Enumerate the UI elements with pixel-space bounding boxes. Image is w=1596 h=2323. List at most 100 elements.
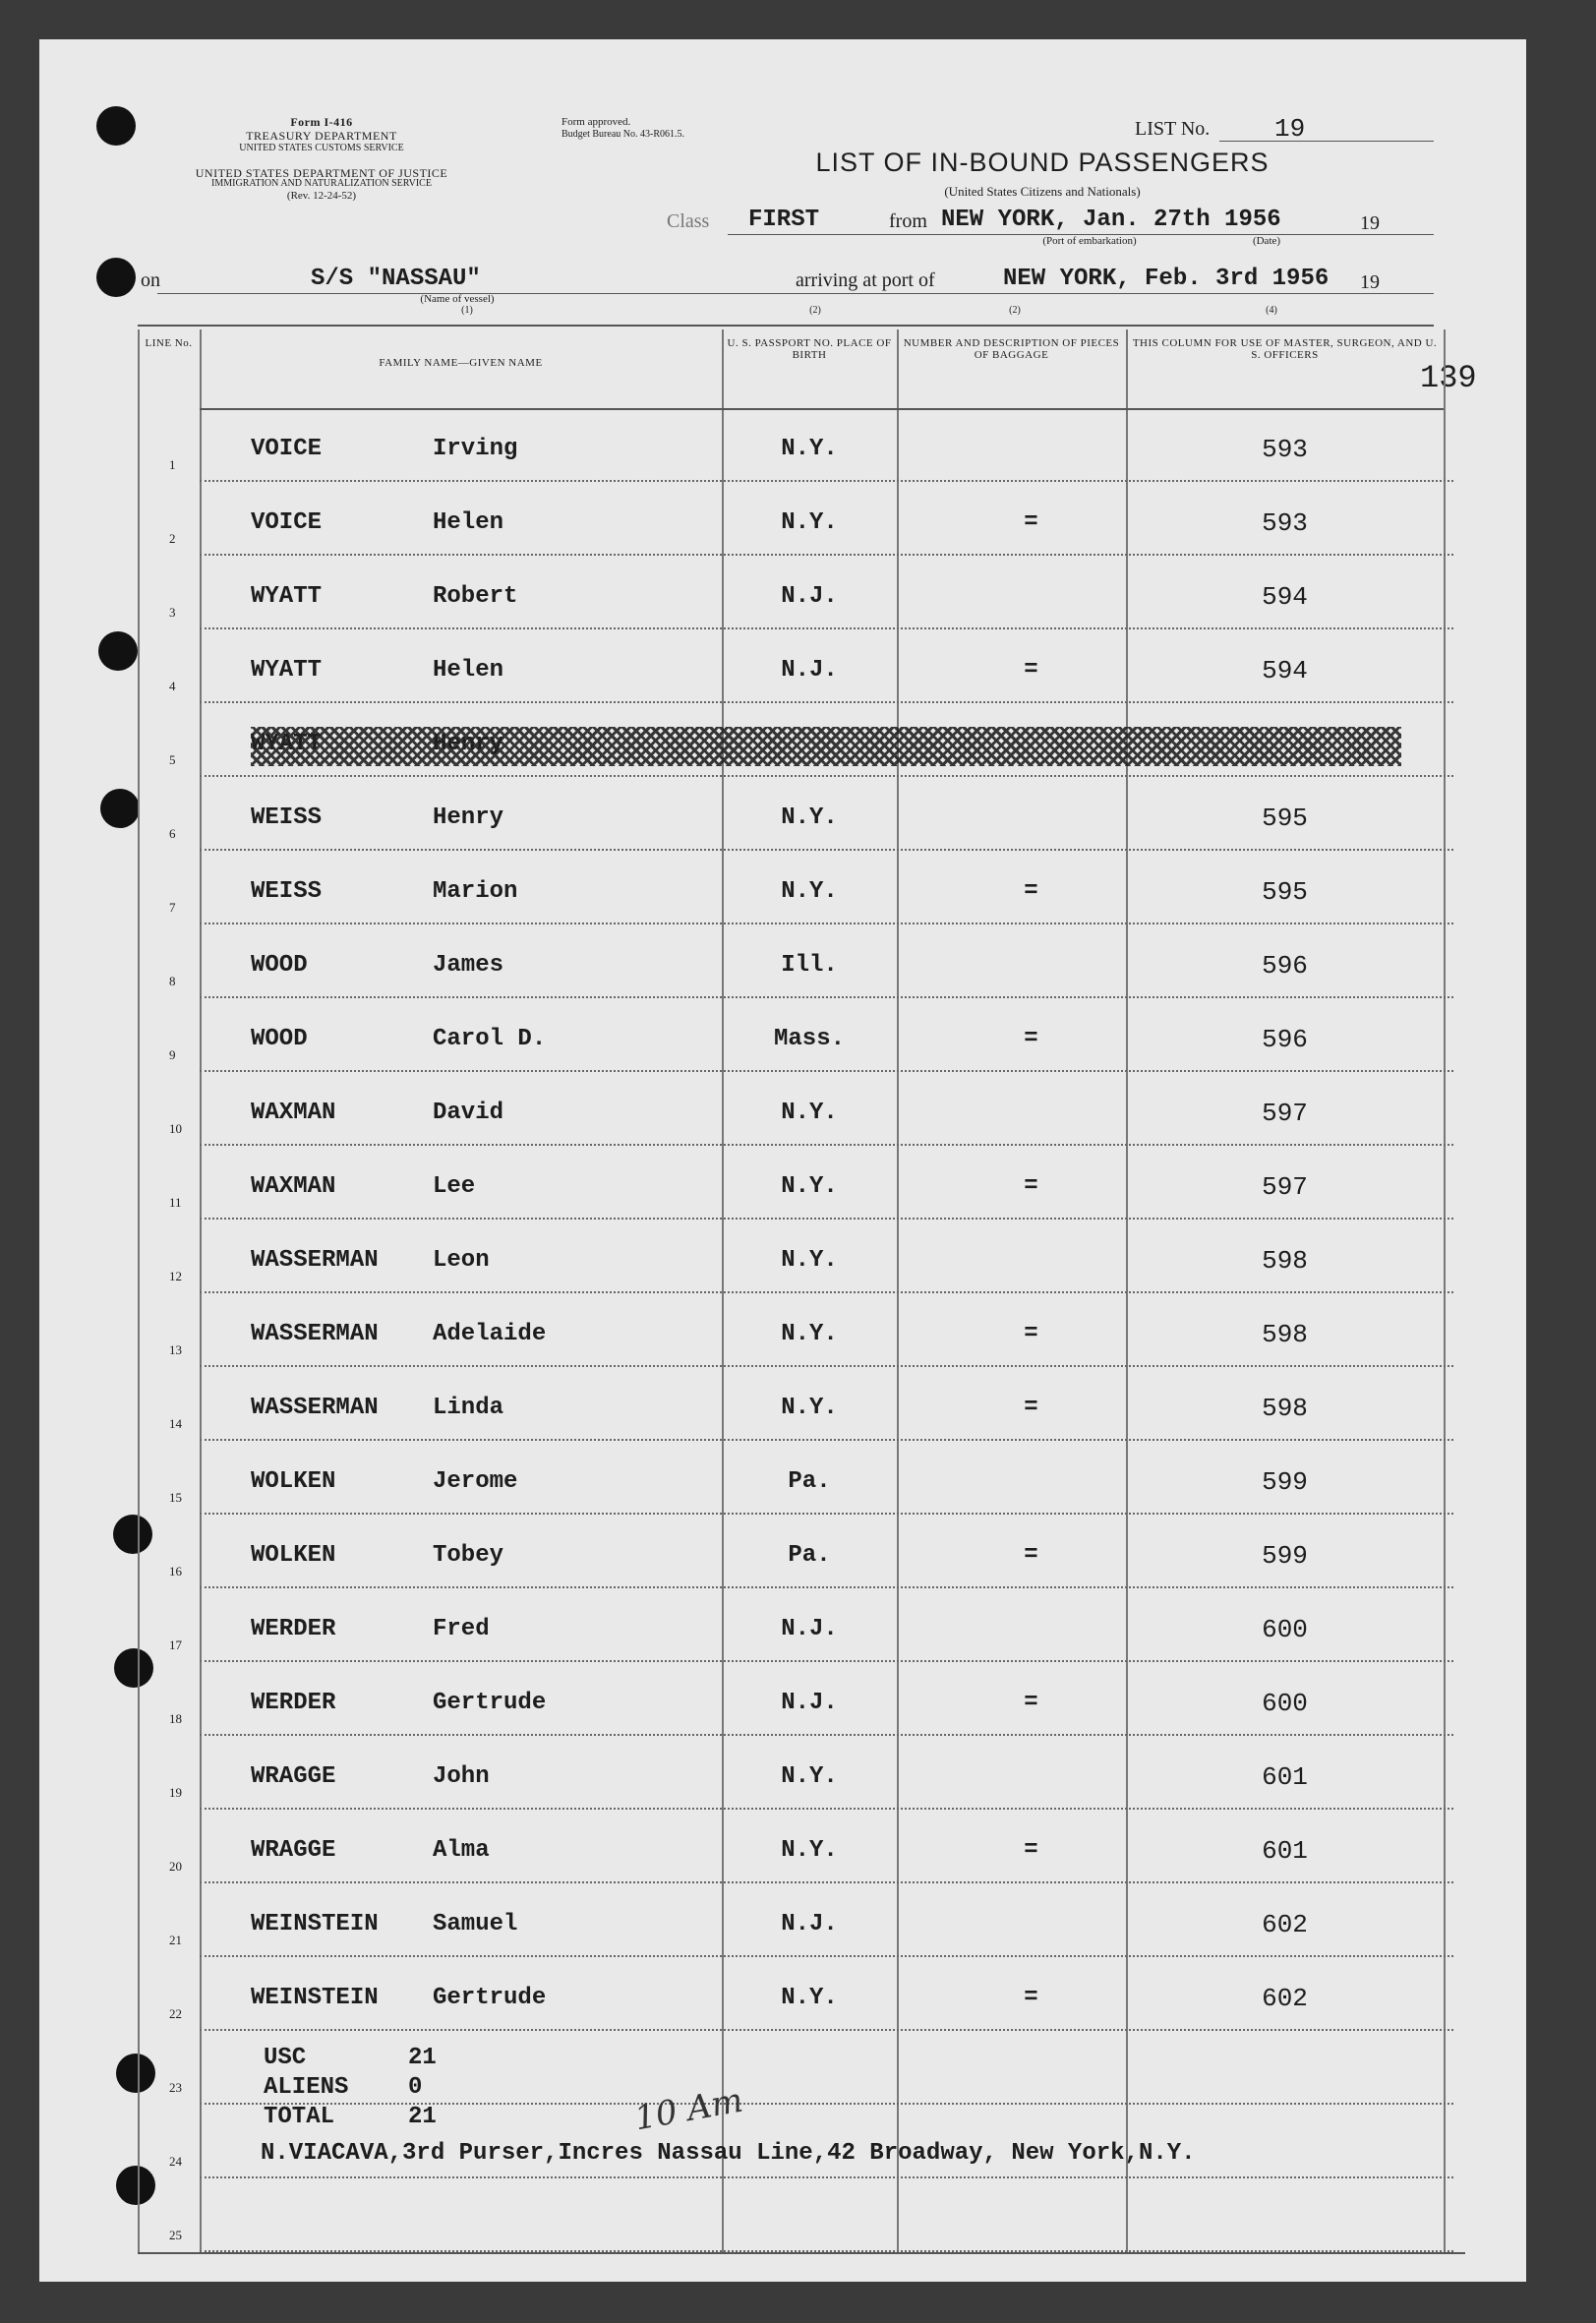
given-name: Tobey <box>433 1542 504 1569</box>
baggage: = <box>1024 1321 1038 1347</box>
place-of-birth: N.Y. <box>781 1763 838 1790</box>
service: UNITED STATES CUSTOMS SERVICE <box>239 143 404 153</box>
place-of-birth: Ill. <box>781 952 838 979</box>
place-of-birth: N.Y. <box>781 1837 838 1864</box>
punch-hole <box>96 106 136 146</box>
row-rule <box>200 1955 1453 1957</box>
given-name: Henry <box>433 804 504 831</box>
row-rule <box>200 775 1453 777</box>
given-name: Gertrude <box>433 1985 547 2011</box>
line-number: 24 <box>169 2154 182 2169</box>
baggage: = <box>1024 1690 1038 1716</box>
line-number: 8 <box>169 974 176 988</box>
place-of-birth: N.J. <box>781 583 838 610</box>
row-rule <box>200 480 1453 482</box>
family-name: WEISS <box>251 804 323 831</box>
department: UNITED STATES DEPARTMENT OF JUSTICE <box>195 166 448 180</box>
place-of-birth: Pa. <box>788 1542 831 1569</box>
caption: (2) <box>809 305 821 316</box>
line-number: 5 <box>169 752 176 767</box>
form-id: Form I-416 <box>290 115 353 129</box>
given-name: Gertrude <box>433 1690 547 1716</box>
baggage: = <box>1024 1837 1038 1864</box>
officer-number: 599 <box>1262 1541 1308 1571</box>
officer-number: 601 <box>1262 1762 1308 1792</box>
punch-hole <box>116 2166 155 2205</box>
officer-number: 597 <box>1262 1172 1308 1202</box>
baggage: = <box>1024 1542 1038 1569</box>
given-name: Lee <box>433 1173 476 1200</box>
embarkation: NEW YORK, Jan. 27th 1956 <box>941 207 1281 233</box>
arrival: NEW YORK, Feb. 3rd 1956 <box>1003 266 1330 292</box>
rule <box>157 293 1434 294</box>
column-rule <box>1444 329 1446 2252</box>
vessel-name: S/S "NASSAU" <box>311 266 481 292</box>
family-name: VOICE <box>251 509 323 536</box>
given-name: Helen <box>433 509 504 536</box>
rule <box>200 408 1444 410</box>
family-name: VOICE <box>251 436 323 462</box>
given-name: Marion <box>433 878 518 905</box>
punch-hole <box>96 258 136 297</box>
row-rule <box>200 1660 1453 1662</box>
given-name: David <box>433 1100 504 1126</box>
officer-number: 602 <box>1262 1984 1308 2013</box>
row-rule <box>200 2176 1453 2178</box>
place-of-birth: N.Y. <box>781 1321 838 1347</box>
given-name: Samuel <box>433 1911 518 1937</box>
caption: (Port of embarkation) <box>1042 235 1137 247</box>
place-of-birth: N.Y. <box>781 509 838 536</box>
officer-number: 601 <box>1262 1836 1308 1866</box>
arriving-label: arriving at port of <box>796 269 935 291</box>
column-rule <box>138 329 140 2252</box>
baggage: = <box>1024 657 1038 684</box>
column-rule <box>722 329 724 2252</box>
row-rule <box>200 1586 1453 1588</box>
budget-number: Budget Bureau No. 43-R061.5. <box>562 129 684 140</box>
row-rule <box>200 701 1453 703</box>
family-name: WASSERMAN <box>251 1321 379 1347</box>
line-number: 23 <box>169 2080 182 2095</box>
place-of-birth: N.Y. <box>781 1100 838 1126</box>
baggage: = <box>1024 1173 1038 1200</box>
row-rule <box>200 923 1453 924</box>
row-rule <box>200 1881 1453 1883</box>
summary-value: 0 <box>408 2074 423 2101</box>
family-name: WRAGGE <box>251 1837 336 1864</box>
place-of-birth: N.Y. <box>781 1985 838 2011</box>
given-name: Alma <box>433 1837 490 1864</box>
officer-number: 598 <box>1262 1320 1308 1349</box>
class-value: FIRST <box>748 207 820 233</box>
place-of-birth: N.J. <box>781 1616 838 1642</box>
given-name: Fred <box>433 1616 490 1642</box>
place-of-birth: N.J. <box>781 657 838 684</box>
row-rule <box>200 1439 1453 1441</box>
list-label: LIST No. <box>1135 118 1211 140</box>
officer-number: 600 <box>1262 1615 1308 1644</box>
place-of-birth: N.Y. <box>781 804 838 831</box>
baggage: = <box>1024 1026 1038 1052</box>
punch-hole <box>116 2054 155 2093</box>
row-rule <box>200 1513 1453 1515</box>
row-rule <box>200 1808 1453 1810</box>
family-name: WEINSTEIN <box>251 1985 379 2011</box>
family-name: WYATT <box>251 583 323 610</box>
rule <box>728 234 1434 235</box>
service: IMMIGRATION AND NATURALIZATION SERVICE <box>211 178 432 189</box>
strike-out <box>251 727 1401 766</box>
place-of-birth: Pa. <box>788 1468 831 1495</box>
summary-value: 21 <box>408 2104 437 2130</box>
officer-number: 593 <box>1262 435 1308 464</box>
row-rule <box>200 627 1453 629</box>
class-label: Class <box>667 210 710 232</box>
row-rule <box>200 996 1453 998</box>
row-rule <box>200 2103 1453 2105</box>
given-name: James <box>433 952 504 979</box>
family-name: WOOD <box>251 952 308 979</box>
summary-label: ALIENS <box>264 2074 349 2101</box>
punch-hole <box>113 1515 152 1554</box>
on-label: on <box>141 269 160 291</box>
caption: (Name of vessel) <box>420 293 495 305</box>
officer-number: 594 <box>1262 582 1308 612</box>
year-prefix: 19 <box>1360 212 1380 234</box>
